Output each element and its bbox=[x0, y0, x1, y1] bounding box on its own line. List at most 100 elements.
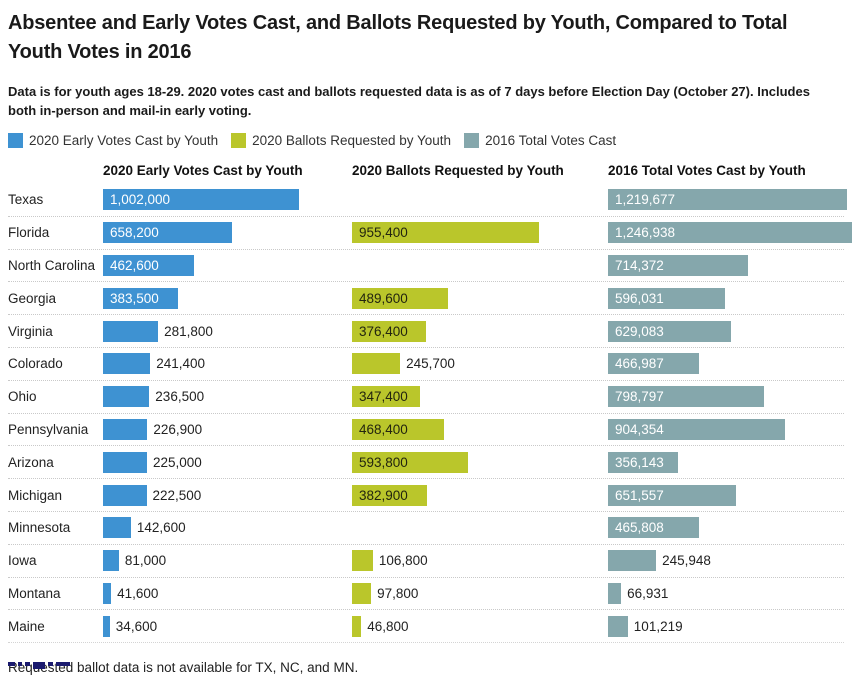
bar-chart: 2020 Early Votes Cast by Youth 2020 Ball… bbox=[8, 159, 852, 644]
state-label: Michigan bbox=[8, 487, 63, 503]
bar-total: 904,354 bbox=[608, 418, 785, 440]
bar-early bbox=[103, 615, 110, 637]
bar-ballots: 347,400 bbox=[352, 386, 420, 408]
bar-cell-early: 658,200 bbox=[103, 222, 352, 244]
bar-cell-early: 81,000 bbox=[103, 550, 352, 572]
bar-early: 383,500 bbox=[103, 287, 178, 309]
logo-partial bbox=[8, 662, 70, 672]
state-label: North Carolina bbox=[8, 257, 96, 273]
bar-ballots: 593,800 bbox=[352, 451, 469, 473]
table-row: Texas 1,002,000 1,219,677 bbox=[8, 184, 847, 217]
bar-value-label: 101,219 bbox=[633, 618, 683, 634]
bar-cell-early: 41,600 bbox=[103, 582, 352, 604]
bar-value-label: 383,500 bbox=[110, 290, 159, 306]
bar-early: 462,600 bbox=[103, 254, 194, 276]
bar-cell-early: 34,600 bbox=[103, 615, 352, 637]
bar-early bbox=[103, 353, 151, 375]
table-row: Florida 658,200 955,400 1,246,938 bbox=[8, 217, 852, 250]
table-row: Pennsylvania 226,900 468,400 904,354 bbox=[8, 414, 844, 447]
bar-value-label: 1,002,000 bbox=[110, 192, 171, 208]
column-headers: 2020 Early Votes Cast by Youth 2020 Ball… bbox=[8, 159, 844, 181]
bar-value-label: 593,800 bbox=[359, 454, 408, 470]
table-row: Colorado 241,400 245,700 466,987 bbox=[8, 348, 844, 381]
chart-rows: Texas 1,002,000 1,219,677 Florida 658,200 955… bbox=[8, 184, 852, 644]
bar-cell-early: 225,000 bbox=[103, 451, 352, 473]
table-row: Maine 34,600 46,800 101,219 bbox=[8, 610, 844, 644]
bar-ballots: 468,400 bbox=[352, 418, 444, 440]
bar-cell-early: 241,400 bbox=[103, 353, 352, 375]
bar-value-label: 226,900 bbox=[153, 421, 203, 437]
table-row: Arizona 225,000 593,800 356,143 bbox=[8, 446, 844, 480]
bar-value-label: 46,800 bbox=[367, 618, 409, 634]
bar-value-label: 462,600 bbox=[110, 257, 159, 273]
bar-total: 596,031 bbox=[608, 287, 725, 309]
legend-label-ballots: 2020 Ballots Requested by Youth bbox=[252, 133, 452, 148]
bar-early bbox=[103, 386, 150, 408]
bar-value-label: 376,400 bbox=[359, 323, 408, 339]
bar-value-label: 142,600 bbox=[136, 520, 186, 536]
bar-ballots bbox=[352, 615, 362, 637]
bar-cell-ballots: 97,800 bbox=[352, 582, 608, 604]
bar-value-label: 714,372 bbox=[615, 257, 664, 273]
bar-value-label: 904,354 bbox=[615, 421, 664, 437]
bar-cell-ballots bbox=[352, 517, 608, 538]
column-header-early: 2020 Early Votes Cast by Youth bbox=[103, 162, 303, 178]
bar-ballots bbox=[352, 550, 373, 572]
bar-total: 651,557 bbox=[608, 484, 736, 506]
bar-cell-total: 798,797 bbox=[608, 386, 852, 408]
bar-cell-ballots: 468,400 bbox=[352, 418, 608, 440]
bar-cell-ballots: 106,800 bbox=[352, 550, 608, 572]
bar-early bbox=[103, 517, 131, 539]
bar-value-label: 466,987 bbox=[615, 356, 664, 372]
bar-cell-early: 462,600 bbox=[103, 254, 352, 276]
bar-cell-total: 714,372 bbox=[608, 254, 852, 276]
state-label: Virginia bbox=[8, 323, 53, 339]
column-header-total: 2016 Total Votes Cast by Youth bbox=[608, 162, 806, 178]
column-header-ballots: 2020 Ballots Requested by Youth bbox=[352, 162, 564, 178]
bar-cell-ballots: 955,400 bbox=[352, 222, 608, 244]
bar-cell-early: 236,500 bbox=[103, 386, 352, 408]
bar-cell-total: 629,083 bbox=[608, 320, 852, 342]
bar-value-label: 1,246,938 bbox=[615, 225, 676, 241]
bar-value-label: 41,600 bbox=[117, 585, 159, 601]
bar-total: 714,372 bbox=[608, 254, 748, 276]
table-row: Ohio 236,500 347,400 798,797 bbox=[8, 381, 844, 414]
bar-value-label: 106,800 bbox=[378, 553, 428, 569]
state-label: Ohio bbox=[8, 389, 37, 405]
bar-cell-total: 1,219,677 bbox=[608, 189, 852, 211]
bar-ballots: 376,400 bbox=[352, 320, 426, 342]
bar-ballots: 382,900 bbox=[352, 484, 427, 506]
bar-value-label: 955,400 bbox=[359, 225, 408, 241]
bar-total: 629,083 bbox=[608, 320, 732, 342]
bar-cell-total: 1,246,938 bbox=[608, 222, 852, 244]
bar-ballots: 489,600 bbox=[352, 287, 448, 309]
bar-cell-total: 651,557 bbox=[608, 484, 852, 506]
table-row: Minnesota 142,600 465,808 bbox=[8, 512, 844, 545]
bar-cell-total: 466,987 bbox=[608, 353, 852, 375]
chart-subtitle: Data is for youth ages 18-29. 2020 votes… bbox=[8, 84, 810, 118]
bar-cell-early: 281,800 bbox=[103, 320, 352, 342]
state-label: Montana bbox=[8, 585, 61, 601]
state-label: Texas bbox=[8, 192, 44, 208]
bar-value-label: 66,931 bbox=[627, 585, 669, 601]
bar-cell-ballots bbox=[352, 189, 608, 210]
bar-ballots bbox=[352, 353, 401, 375]
state-label: Arizona bbox=[8, 454, 54, 470]
bar-value-label: 465,808 bbox=[615, 520, 664, 536]
bar-value-label: 241,400 bbox=[156, 356, 205, 372]
bar-total: 798,797 bbox=[608, 386, 765, 408]
bar-value-label: 34,600 bbox=[115, 618, 158, 634]
footnote: Requested ballot data is not available f… bbox=[8, 660, 359, 675]
legend-item-ballots: 2020 Ballots Requested by Youth bbox=[231, 133, 451, 148]
bar-value-label: 81,000 bbox=[124, 553, 167, 569]
bar-cell-ballots: 382,900 bbox=[352, 484, 608, 506]
chart-page: Absentee and Early Votes Cast, and Ballo… bbox=[0, 9, 852, 675]
bar-cell-early: 222,500 bbox=[103, 484, 352, 506]
table-row: Montana 41,600 97,800 66,931 bbox=[8, 578, 844, 611]
page-title: Absentee and Early Votes Cast, and Ballo… bbox=[8, 12, 788, 63]
bar-value-label: 222,500 bbox=[152, 487, 202, 503]
state-label: Iowa bbox=[8, 553, 37, 569]
bar-cell-early: 1,002,000 bbox=[103, 189, 352, 211]
state-label: Pennsylvania bbox=[8, 421, 89, 437]
bar-early bbox=[103, 550, 119, 572]
